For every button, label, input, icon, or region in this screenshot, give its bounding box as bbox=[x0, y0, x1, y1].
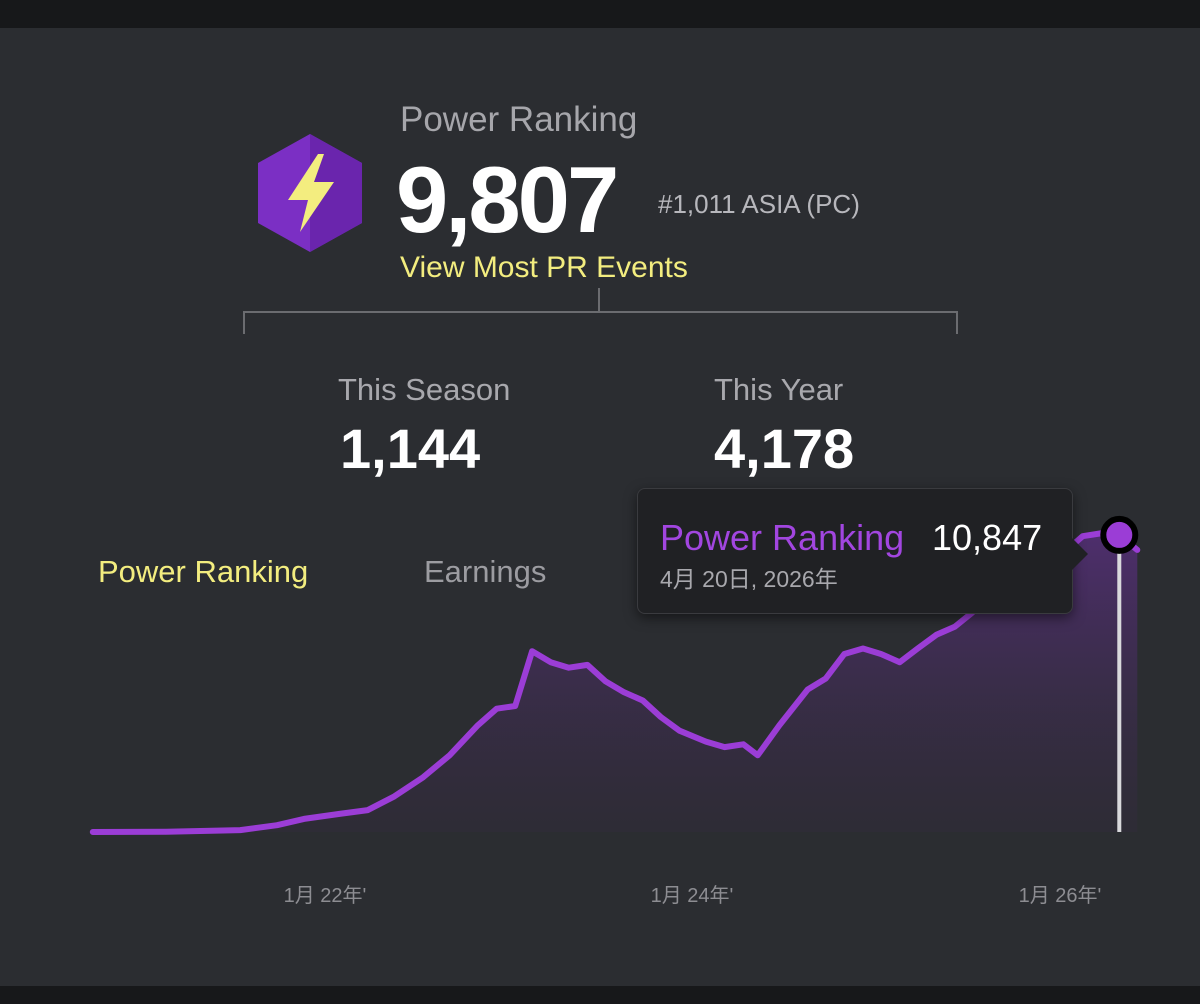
this-season-value: 1,144 bbox=[340, 417, 481, 480]
highlight-point[interactable] bbox=[1100, 515, 1139, 554]
x-tick-label: 1月 24年' bbox=[651, 884, 734, 907]
tooltip-pointer bbox=[1070, 536, 1088, 572]
bottom-bar bbox=[0, 986, 1200, 1004]
x-tick-label: 1月 22年' bbox=[284, 884, 367, 907]
tooltip-series-name: Power Ranking bbox=[660, 517, 905, 558]
this-season-label: This Season bbox=[338, 372, 511, 407]
chart-tooltip: Power Ranking 10,847 4月 20日, 2026年 bbox=[637, 488, 1073, 614]
top-bar bbox=[0, 0, 1200, 28]
tab-earnings[interactable]: Earnings bbox=[424, 554, 547, 589]
this-year-value: 4,178 bbox=[714, 417, 855, 480]
tooltip-value: 10,847 bbox=[932, 517, 1043, 558]
power-ranking-value: 9,807 bbox=[396, 147, 619, 252]
this-year-label: This Year bbox=[714, 372, 844, 407]
power-ranking-title: Power Ranking bbox=[400, 100, 638, 139]
view-most-pr-events-link[interactable]: View Most PR Events bbox=[400, 251, 688, 284]
regional-rank: #1,011 ASIA (PC) bbox=[658, 189, 860, 219]
stats-bracket-divider bbox=[243, 288, 958, 334]
tooltip-date: 4月 20日, 2026年 bbox=[660, 566, 838, 592]
tab-power-ranking[interactable]: Power Ranking bbox=[98, 554, 309, 589]
series-area-fill bbox=[92, 533, 1138, 832]
lightning-bolt-hexagon-icon bbox=[258, 134, 362, 252]
x-tick-label: 1月 26年' bbox=[1019, 884, 1102, 907]
